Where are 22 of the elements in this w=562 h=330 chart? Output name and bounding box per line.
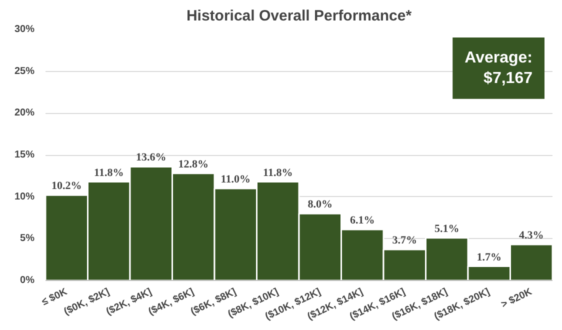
data-label: 12.8% [178, 158, 208, 170]
data-label: 11.8% [94, 166, 124, 179]
data-label: 5.1% [434, 222, 460, 235]
annotation: Average: $7,167 [464, 50, 533, 87]
data-label: 3.7% [392, 234, 417, 247]
y-tick-label: 10% [14, 191, 35, 202]
data-label: 4.3% [519, 230, 544, 242]
data-label: 8.0% [308, 198, 332, 211]
y-tick-label: 5% [20, 233, 35, 244]
data-label: 1.7% [476, 251, 502, 264]
data-label: 11.8% [263, 166, 293, 179]
y-tick-label: 20% [14, 108, 35, 119]
y-tick-label: 0% [20, 275, 35, 286]
chart-title: Historical Overall Performance* [186, 8, 412, 24]
data-label: 13.6% [136, 152, 166, 164]
y-tick-label: 30% [14, 24, 35, 35]
y-tick-label: 25% [14, 66, 35, 77]
data-label: 10.2% [52, 180, 82, 192]
data-label: 6.1% [350, 214, 375, 226]
x-tick-label: > $20K [500, 286, 534, 311]
y-tick-label: 15% [14, 150, 35, 160]
data-label: 11.0% [220, 173, 250, 186]
